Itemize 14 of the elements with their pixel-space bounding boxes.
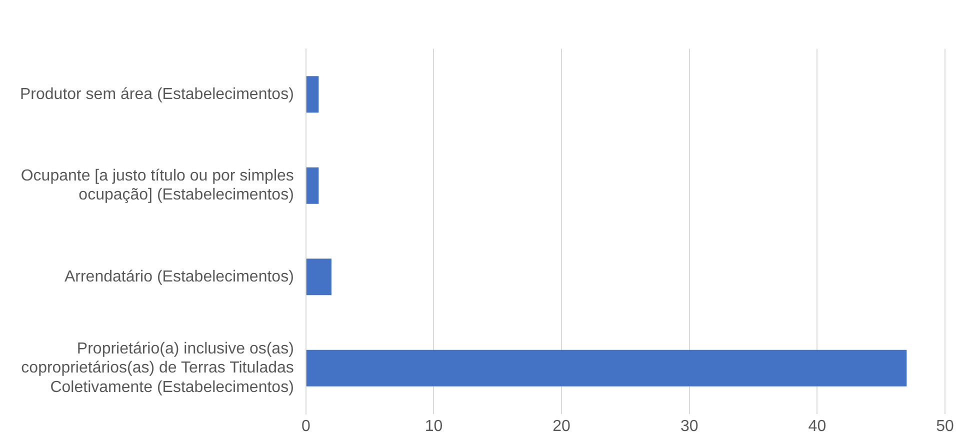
bar	[306, 258, 332, 296]
bar	[306, 76, 319, 113]
bar	[306, 350, 907, 386]
y-tick-label: Proprietário(a) inclusive os(as) coproprietários(as) de Terras Tituladas Coletivamente (Estabelecimentos)	[21, 340, 294, 396]
y-tick-label: Arrendatário (Estabelecimentos)	[64, 268, 294, 286]
x-tick-label: 0	[301, 418, 310, 435]
x-tick-label: 30	[680, 418, 698, 435]
x-tick-label: 10	[424, 418, 443, 435]
x-tick-label: 40	[808, 418, 826, 435]
x-tick-label: 50	[936, 418, 954, 435]
bar	[306, 167, 319, 204]
y-tick-label: Produtor sem área (Estabelecimentos)	[20, 86, 294, 103]
y-tick-label: Ocupante [a justo título ou por simples ocupação] (Estabelecimentos)	[20, 167, 294, 204]
x-tick-label: 20	[552, 418, 571, 435]
